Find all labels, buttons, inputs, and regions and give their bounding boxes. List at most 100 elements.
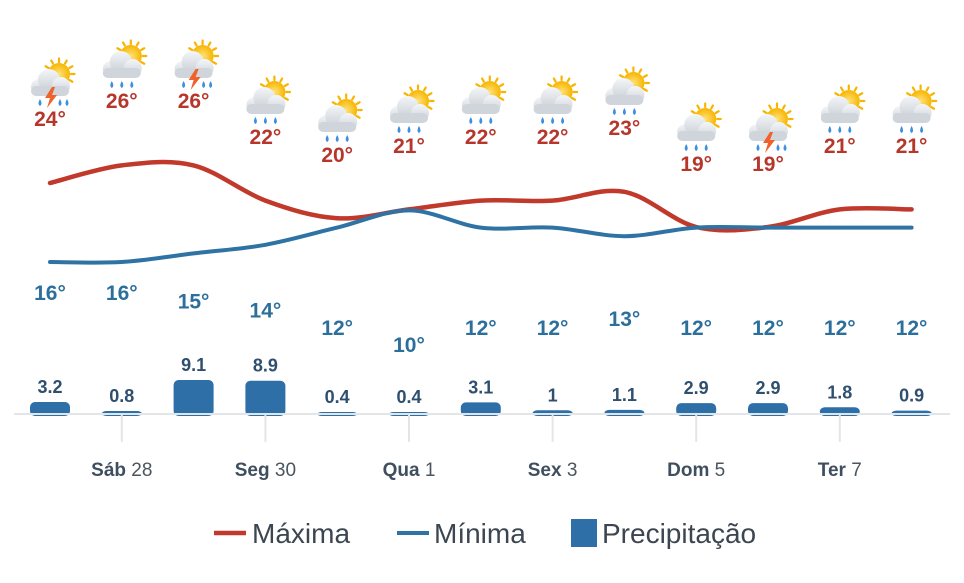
raindrop [65, 99, 69, 106]
raindrop [632, 108, 636, 115]
rain-icon [892, 84, 938, 133]
cloud-shape [102, 51, 142, 78]
cloud-shape [605, 78, 645, 105]
raindrop [38, 99, 42, 106]
legend-label-max: Máxima [252, 518, 350, 549]
day-label: Sex 3 [528, 460, 578, 481]
raindrop [397, 126, 401, 133]
rain-icon [533, 75, 579, 124]
raindrop [704, 144, 708, 151]
min-temp-label: 12° [321, 317, 353, 340]
raindrop [253, 117, 257, 124]
cloud-shape [390, 96, 429, 123]
raindrop [130, 81, 134, 88]
min-temp-label: 12° [465, 317, 497, 340]
raindrop [920, 126, 924, 133]
min-temp-line [48, 208, 914, 265]
thunderstorm-icon [31, 57, 76, 108]
raindrop [110, 81, 114, 88]
legend-item-max: Máxima [214, 518, 350, 549]
raindrop [622, 108, 626, 115]
min-temp-label: 12° [896, 317, 928, 340]
max-temp-label: 26° [106, 90, 138, 113]
raindrop [756, 144, 760, 151]
legend: Máxima Mínima Precipitação [214, 518, 756, 549]
raindrop [612, 108, 616, 115]
raindrop [783, 144, 787, 151]
cloud-shape [677, 114, 717, 141]
cloud-shape [318, 105, 358, 132]
raindrop [489, 117, 493, 124]
max-temp-label: 20° [321, 144, 353, 167]
day-number: 7 [846, 460, 862, 481]
precip-label: 3.2 [37, 377, 62, 397]
precip-bar [30, 402, 70, 416]
lightning-bolt [45, 87, 57, 108]
legend-item-min: Mínima [397, 518, 526, 549]
max-temp-label: 21° [824, 135, 856, 158]
cloud-shape [31, 69, 70, 96]
precip-label: 1.8 [827, 382, 852, 402]
precip-label: 9.1 [181, 355, 206, 375]
day-name: Sáb [91, 460, 126, 481]
cloud-shape [892, 96, 932, 123]
raindrop [910, 126, 914, 133]
cloud-shape [820, 96, 860, 123]
raindrop [541, 117, 545, 124]
precip-label: 0.9 [899, 386, 924, 406]
min-temp-label: 16° [34, 282, 66, 305]
precip-label: 3.1 [468, 377, 493, 397]
raindrop [273, 117, 277, 124]
thunderstorm-icon [749, 102, 794, 153]
precip-bar [748, 403, 788, 416]
rain-icon [318, 93, 363, 142]
cloud-shape [461, 87, 501, 114]
rain-icon [461, 75, 507, 124]
raindrop [479, 117, 483, 124]
sun-rays [832, 84, 866, 118]
legend-label-precip: Precipitação [602, 518, 756, 549]
day-number: 28 [126, 460, 152, 481]
min-temp-label: 10° [393, 334, 425, 357]
rain-icon [820, 84, 866, 133]
max-temp-label: 22° [465, 126, 497, 149]
min-temp-label: 13° [609, 308, 641, 331]
min-temp-label: 12° [824, 317, 856, 340]
raindrop [263, 117, 267, 124]
day-name: Sex [528, 460, 562, 481]
raindrop [900, 126, 904, 133]
max-temp-label: 19° [680, 153, 712, 176]
raindrop [202, 81, 206, 88]
precip-label: 1 [548, 385, 558, 405]
day-label: Seg 30 [235, 460, 296, 481]
raindrop [335, 135, 339, 142]
raindrop [828, 126, 832, 133]
raindrop [684, 144, 688, 151]
max-temp-label: 21° [896, 135, 928, 158]
raindrop [182, 81, 186, 88]
max-temp-label: 26° [178, 90, 210, 113]
precip-labels: 3.2 0.8 9.1 8.9 0.4 0.4 3.1 1 1.1 2.9 2.9 1.8 0.9 [37, 355, 924, 407]
raindrop [417, 126, 421, 133]
day-label: Sáb 28 [91, 460, 152, 481]
precip-label: 0.4 [325, 387, 350, 407]
legend-swatch-precip [571, 519, 597, 547]
raindrop [58, 99, 62, 106]
precip-bar [460, 402, 501, 416]
precip-bar [604, 409, 645, 416]
thunderstorm-icon [174, 39, 220, 90]
cloud-shape [246, 87, 286, 114]
min-temp-label: 12° [752, 317, 784, 340]
raindrop [209, 81, 213, 88]
min-temp-labels: 16° 16° 15° 14° 12° 10° 12° 12° 13° 12° 12° 12° 12° [34, 282, 927, 357]
day-label: Qua 1 [383, 460, 436, 481]
max-temp-label: 21° [393, 135, 425, 158]
day-number: 1 [420, 460, 436, 481]
precip-label: 1.1 [612, 385, 637, 405]
raindrop [694, 144, 698, 151]
cloud-shape [533, 87, 573, 114]
min-temp-label: 12° [537, 317, 569, 340]
lightning-bolt [188, 69, 201, 90]
precip-label: 2.9 [684, 378, 709, 398]
